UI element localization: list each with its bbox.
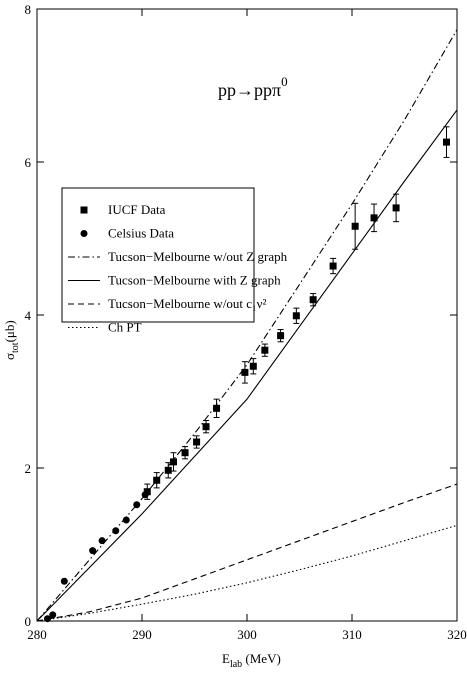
x-label-sub: lab	[230, 659, 242, 670]
point	[202, 423, 210, 431]
point	[292, 312, 300, 320]
point	[392, 204, 400, 212]
point	[213, 404, 221, 412]
x-tick-label: 310	[342, 627, 362, 642]
point	[309, 296, 317, 304]
y-label-sub: tot	[10, 342, 21, 353]
legend-label: Ch PT	[108, 320, 142, 335]
annotation: pp→ppπ0	[218, 74, 288, 100]
line	[36, 483, 458, 622]
y-label-main: σ	[2, 353, 17, 360]
legend-label: IUCF Data	[108, 202, 166, 217]
point	[241, 368, 249, 376]
legend-box	[61, 187, 255, 323]
x-axis-label: Elab (MeV)	[222, 651, 281, 670]
annotation-sup: 0	[281, 74, 288, 89]
point	[49, 611, 57, 619]
point	[370, 214, 378, 222]
x-tick-label: 300	[237, 627, 257, 642]
legend-label: Celsius Data	[108, 226, 174, 241]
y-tick-label: 0	[25, 614, 32, 629]
y-tick-label: 4	[25, 308, 32, 323]
legend-swatch	[80, 230, 88, 237]
point	[249, 362, 257, 370]
point	[89, 547, 97, 555]
point	[277, 332, 285, 340]
point	[261, 346, 269, 354]
y-axis-label: σtot(μb)	[2, 320, 21, 360]
annotation-text: pp→ppπ	[218, 80, 281, 100]
y-label-rest: (μb)	[2, 320, 17, 342]
legend-label: Tucson−Melbourne with Z graph	[108, 273, 281, 288]
point	[329, 262, 337, 270]
x-tick-label: 280	[27, 627, 47, 642]
point	[112, 527, 120, 535]
y-tick-label: 6	[25, 155, 32, 170]
x-tick-label: 320	[447, 627, 467, 642]
point	[351, 222, 359, 230]
legend-swatch	[80, 206, 88, 214]
y-tick-label: 2	[25, 461, 32, 476]
point	[164, 466, 172, 474]
point	[170, 458, 177, 466]
point	[193, 438, 201, 446]
point	[98, 537, 106, 545]
point	[181, 449, 189, 457]
legend-label: Tucson−Melbourne w/out c₁ν²	[108, 296, 266, 311]
legend-label: Tucson−Melbourne w/out Z graph	[108, 249, 288, 264]
x-label-main: E	[222, 651, 230, 666]
line	[36, 29, 458, 622]
line	[36, 109, 458, 622]
point	[60, 577, 68, 585]
x-tick-label: 290	[132, 627, 152, 642]
x-label-rest: (MeV)	[242, 651, 281, 666]
y-tick-label: 8	[25, 2, 32, 17]
point	[443, 138, 450, 146]
